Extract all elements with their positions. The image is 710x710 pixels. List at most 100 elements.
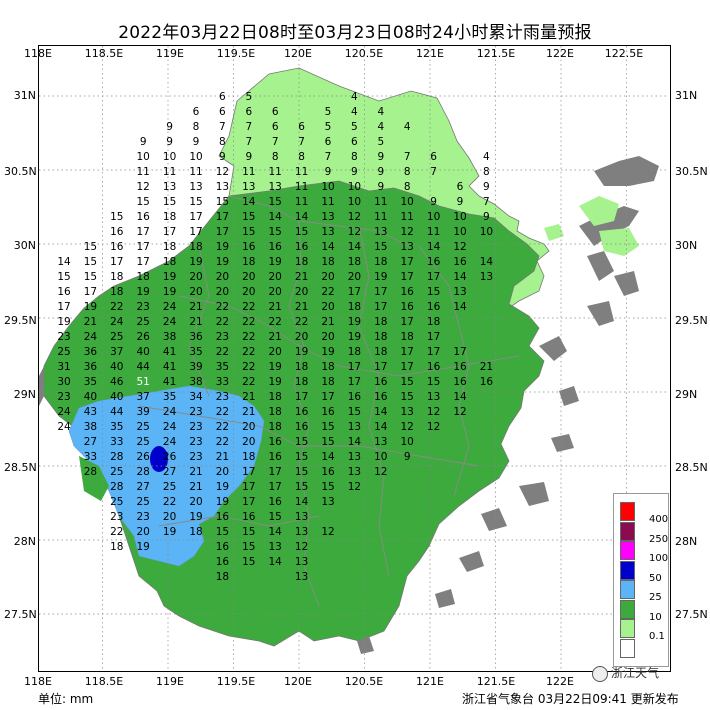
admin-borders [138, 195, 520, 607]
rainfall-value: 11 [295, 196, 308, 208]
legend-swatch [620, 541, 635, 560]
region-light-green-islands [544, 196, 639, 256]
rainfall-value: 18 [321, 256, 334, 268]
rainfall-value: 10 [480, 226, 493, 238]
rainfall-value: 22 [242, 316, 255, 328]
rainfall-value: 16 [137, 211, 151, 223]
rainfall-value: 20 [242, 421, 255, 433]
rainfall-value: 16 [427, 361, 441, 373]
rainfall-value: 14 [427, 241, 441, 253]
rainfall-value: 18 [321, 376, 334, 388]
rainfall-value: 37 [110, 346, 123, 358]
rainfall-value: 15 [295, 451, 308, 463]
rainfall-value: 16 [427, 256, 441, 268]
rainfall-value: 9 [245, 151, 252, 163]
rainfall-value: 23 [216, 331, 229, 343]
legend-item: 250 [620, 521, 670, 545]
rainfall-value: 36 [189, 331, 203, 343]
wechat-icon [592, 665, 608, 682]
rainfall-value: 18 [374, 256, 387, 268]
map-title: 2022年03月22日08时至03月23日08时24小时累计雨量预报 [118, 23, 592, 43]
rainfall-value: 15 [189, 196, 202, 208]
rainfall-value: 15 [427, 286, 440, 298]
rainfall-value: 21 [321, 316, 334, 328]
rainfall-value: 8 [219, 136, 226, 148]
rainfall-value: 10 [374, 451, 387, 463]
rainfall-value: 7 [298, 136, 305, 148]
units-label: 单位: mm [38, 692, 94, 706]
rainfall-value: 12 [216, 166, 229, 178]
rainfall-value: 19 [269, 256, 282, 268]
rainfall-value: 8 [483, 166, 490, 178]
legend-item: 25 [620, 580, 670, 603]
rainfall-value: 11 [295, 181, 308, 193]
rainfall-value: 13 [295, 511, 308, 523]
rainfall-value: 4 [351, 106, 358, 118]
lon-label-top: 118.5E [84, 47, 124, 60]
rainfall-value: 35 [216, 361, 229, 373]
rainfall-value: 11 [163, 166, 176, 178]
rainfall-value: 19 [57, 316, 70, 328]
rainfall-value: 18 [110, 286, 123, 298]
rainfall-value: 15 [84, 271, 97, 283]
lon-label-top: 121E [416, 47, 444, 60]
rainfall-value: 10 [348, 181, 361, 193]
rainfall-value: 5 [325, 106, 332, 118]
rainfall-value: 46 [110, 376, 124, 388]
rainfall-value: 38 [163, 331, 176, 343]
rainfall-value: 14 [374, 421, 388, 433]
map-frame: 6 5 4 6 6 6 6 5 4 4 9 8 7 7 6 6 5 5 4 4 9 9 9 8 7 7 7 6 6 5 10 10 10 9 9 8 8… [38, 45, 671, 672]
rainfall-value: 16 [321, 466, 335, 478]
rainfall-value: 15 [216, 526, 229, 538]
rainfall-value: 15 [321, 421, 334, 433]
rainfall-value: 15 [137, 196, 150, 208]
rainfall-value: 22 [216, 316, 229, 328]
rainfall-value: 18 [269, 391, 282, 403]
rainfall-value: 33 [84, 451, 97, 463]
rainfall-value: 15 [163, 196, 176, 208]
lon-label-bottom: 118.5E [84, 675, 124, 688]
rainfall-value: 18 [321, 361, 334, 373]
rainfall-value: 18 [295, 376, 308, 388]
rainfall-value: 18 [242, 256, 255, 268]
rainfall-value: 40 [84, 391, 97, 403]
rainfall-value: 15 [57, 271, 70, 283]
lat-label-right: 31N [675, 89, 698, 102]
rainfall-value: 22 [216, 421, 229, 433]
rainfall-value: 17 [137, 241, 150, 253]
rainfall-value: 16 [374, 376, 388, 388]
rainfall-value: 21 [242, 406, 255, 418]
rainfall-value: 12 [374, 466, 387, 478]
rainfall-value: 16 [374, 391, 388, 403]
rainfall-value: 18 [295, 361, 308, 373]
rainfall-value: 19 [269, 361, 282, 373]
rainfall-value: 4 [404, 121, 411, 133]
rainfall-value: 11 [374, 211, 387, 223]
rainfall-value: 18 [295, 256, 308, 268]
rainfall-value: 17 [57, 301, 70, 313]
rainfall-value: 9 [377, 166, 384, 178]
rainfall-value: 13 [401, 406, 414, 418]
lon-label-top: 118E [24, 47, 52, 60]
rainfall-value: 10 [189, 151, 202, 163]
rainfall-value: 15 [269, 226, 282, 238]
rainfall-value: 17 [269, 481, 282, 493]
rainfall-value: 25 [110, 331, 123, 343]
rainfall-value: 14 [453, 301, 467, 313]
rainfall-value: 14 [374, 406, 388, 418]
rainfall-value: 12 [137, 181, 150, 193]
rainfall-value: 17 [242, 481, 255, 493]
rainfall-value: 17 [348, 361, 361, 373]
rainfall-value: 41 [163, 346, 176, 358]
rainfall-value: 13 [295, 571, 308, 583]
rainfall-value: 15 [242, 526, 255, 538]
rainfall-value: 9 [483, 181, 490, 193]
rainfall-value: 8 [272, 151, 279, 163]
rainfall-value: 40 [110, 391, 123, 403]
rainfall-value: 17 [348, 376, 361, 388]
rainfall-value: 10 [348, 196, 361, 208]
rainfall-value: 16 [480, 376, 494, 388]
rainfall-value: 20 [269, 271, 282, 283]
lon-label-top: 120.5E [344, 47, 384, 60]
rainfall-value: 44 [110, 406, 124, 418]
